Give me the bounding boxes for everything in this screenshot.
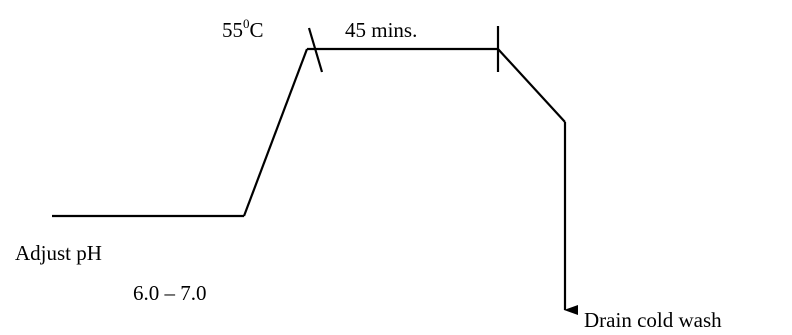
adjust-ph-label: Adjust pH — [15, 241, 102, 265]
temperature-rise-segment — [242, 48, 309, 217]
ph-range-label: 6.0 – 7.0 — [133, 281, 207, 305]
hold-start-tick — [307, 27, 324, 73]
temperature-superscript: 0 — [243, 16, 250, 31]
hold-time-label: 45 mins. — [345, 18, 418, 42]
drain-label: Drain cold wash — [584, 308, 722, 332]
cooling-segment — [497, 48, 566, 123]
temperature-label: 550C — [222, 16, 264, 42]
